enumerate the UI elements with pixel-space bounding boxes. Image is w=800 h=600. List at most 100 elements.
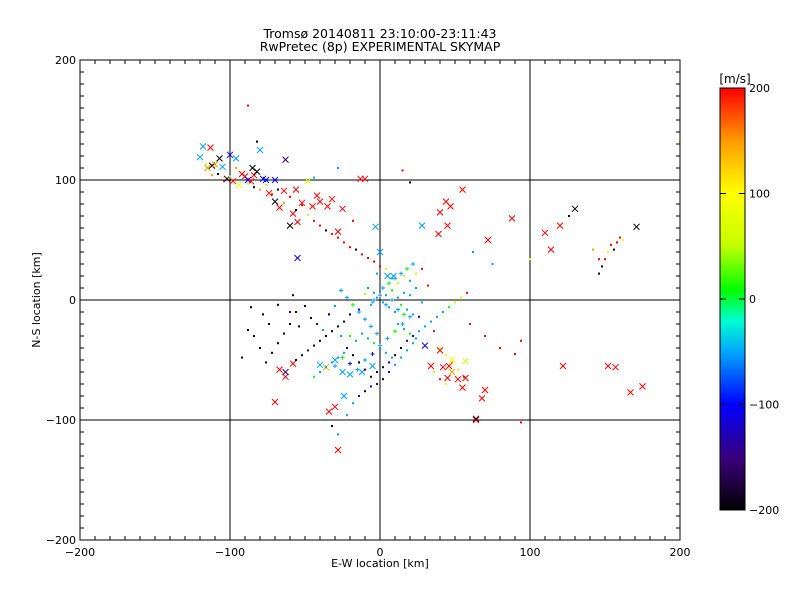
data-point-dot [607,251,609,253]
data-point-dot [439,378,441,381]
data-point-x [309,203,316,210]
y-axis-label: N-S location [km] [30,252,43,348]
colorbar-tick-label: 100 [749,188,770,201]
data-point-x [478,395,486,402]
data-point-dot [412,335,414,337]
y-tick-label: 100 [55,174,76,187]
data-point-dot [292,294,294,297]
data-point-dot [367,257,369,259]
data-point-x [256,146,264,154]
data-point-dot [247,182,249,185]
data-point-dot [331,361,333,364]
data-point-x [294,218,301,226]
data-point-dot [598,258,600,261]
data-point-x [276,366,283,373]
data-point-dot [613,248,615,251]
data-point-x [639,383,646,390]
data-point-dot [265,361,267,364]
data-point-x [448,356,456,364]
data-point-dot [364,390,366,393]
data-point-x [316,361,324,369]
data-point-dot [355,248,357,251]
data-point-plus [378,343,382,348]
data-point-dot [343,351,345,354]
data-point-dot [361,332,363,335]
data-point-dot [358,395,360,397]
data-point-dot [451,361,453,364]
data-point-dot [415,272,417,275]
data-point-plus [396,307,400,312]
data-point-dot [448,306,450,309]
data-point-plus [357,310,361,314]
colorbar-tick-label: 0 [749,293,756,306]
data-point-dot [373,342,375,345]
data-point-dot [376,371,378,373]
data-point-dot [319,371,321,373]
data-point-dot [256,140,258,143]
data-point-dot [277,342,279,345]
y-tick-label: −100 [46,414,76,427]
data-point-plus [378,293,382,298]
data-point-x [508,215,516,222]
data-point-x [376,248,384,256]
data-point-plus [339,288,343,293]
data-point-dot [247,329,249,331]
data-point-dot [259,188,261,191]
data-point-dot [376,272,378,275]
data-point-dot [376,296,378,299]
data-point-dot [250,306,252,309]
data-point-x [369,362,376,370]
data-point-dot [289,195,291,198]
colorbar-tick-label: 200 [749,82,770,95]
data-point-dot [403,291,405,294]
data-point-dot [610,243,612,246]
data-point-dot [394,363,396,366]
data-point-x [454,375,462,383]
data-point-x [286,222,294,229]
x-tick-label: 200 [670,546,691,559]
data-point-dot [403,327,405,330]
data-point-dot [337,325,339,328]
data-point-dot [289,311,291,313]
data-point-x [229,177,237,185]
data-point-dot [241,179,243,181]
data-point-dot [283,201,285,204]
data-point-x [253,168,261,175]
data-point-dot [349,313,351,316]
data-point-dot [472,251,474,253]
data-point-x [271,398,279,406]
data-point-dot [247,104,249,107]
data-point-dot [397,296,399,299]
data-point-dot [409,294,411,297]
data-point-dot [424,325,426,328]
data-point-dot [520,421,522,424]
data-point-dot [466,291,468,294]
data-point-dot [379,265,381,268]
data-point-dot [622,239,624,241]
data-point-plus [372,298,376,302]
data-point-dot [313,344,315,347]
data-points [196,104,680,454]
data-point-dot [427,284,429,287]
data-point-dot [295,209,297,211]
data-point-x [331,403,339,411]
y-tick-label: 0 [69,294,76,307]
data-point-dot [397,323,399,325]
data-point-dot [241,356,243,359]
data-point-dot [415,287,417,289]
data-point-x [459,384,466,391]
data-point-dot [295,311,297,313]
data-point-x [292,186,300,193]
data-point-dot [340,335,342,337]
y-axis-ticks: −200 −100 0 100 200 [46,54,680,547]
data-point-x [304,177,312,185]
data-point-dot [436,315,438,318]
data-point-dot [382,378,384,381]
data-point-dot [310,317,312,319]
data-point-dot [223,180,225,183]
x-tick-label: 100 [520,546,541,559]
data-point-dot [343,241,345,244]
data-point-x [571,205,579,213]
data-point-dot [343,320,345,323]
data-point-dot [337,433,339,436]
